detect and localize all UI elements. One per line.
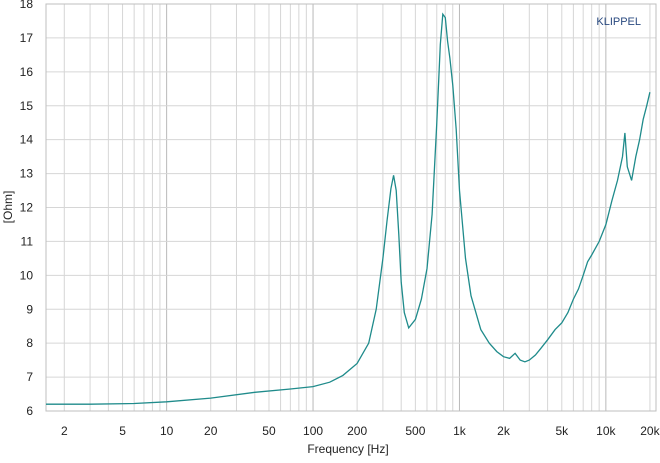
x-tick-label: 1k: [453, 424, 467, 438]
x-axis-label: Frequency [Hz]: [307, 442, 388, 456]
y-tick-label: 10: [20, 268, 34, 282]
y-tick-label: 14: [20, 133, 34, 147]
x-tick-label: 500: [405, 424, 425, 438]
y-tick-labels: 6 7 8 9 10 11 12 13 14 15 16 17 18: [20, 0, 34, 418]
x-tick-label: 20k: [640, 424, 660, 438]
y-tick-label: 7: [26, 370, 33, 384]
x-tick-label: 100: [303, 424, 323, 438]
x-tick-label: 5k: [555, 424, 569, 438]
y-tick-label: 17: [20, 31, 34, 45]
y-tick-label: 16: [20, 65, 34, 79]
y-tick-label: 15: [20, 99, 34, 113]
x-tick-label: 10: [160, 424, 174, 438]
y-tick-label: 13: [20, 167, 34, 181]
x-tick-label: 50: [262, 424, 276, 438]
x-tick-label: 2k: [497, 424, 511, 438]
klippel-brand-label: KLIPPEL: [596, 16, 641, 28]
y-tick-label: 9: [26, 302, 33, 316]
x-tick-labels: 2 5 10 20 50 100 200 500 1k 2k 5k 10k 20k: [61, 424, 660, 438]
impedance-curve: [46, 12, 651, 405]
y-tick-label: 6: [26, 404, 33, 418]
x-tick-label: 5: [119, 424, 126, 438]
y-tick-label: 12: [20, 201, 34, 215]
y-tick-label: 8: [26, 336, 33, 350]
plot-frame: [45, 3, 657, 412]
y-tick-label: 18: [20, 0, 34, 11]
x-tick-label: 20: [204, 424, 218, 438]
x-tick-label: 10k: [596, 424, 616, 438]
x-tick-label: 200: [347, 424, 367, 438]
y-axis-label: [Ohm]: [1, 191, 15, 224]
y-tick-label: 11: [21, 234, 34, 248]
x-tick-label: 2: [61, 424, 68, 438]
